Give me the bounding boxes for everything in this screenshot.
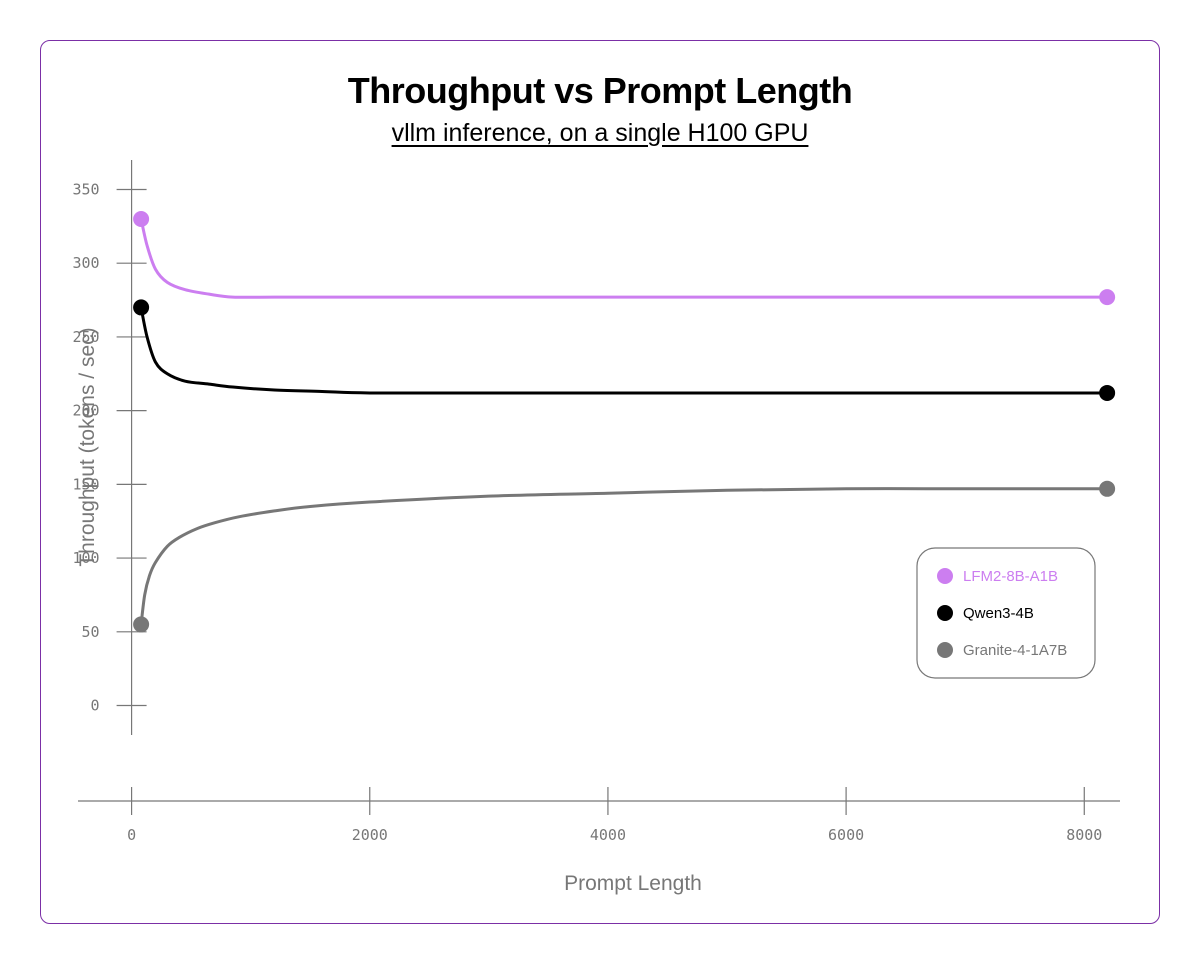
y-tick-label-300: 300 [72, 254, 99, 272]
series-end-point-granite-4-1a7b [1099, 480, 1116, 497]
legend-label-granite-4-1a7b: Granite-4-1A7B [963, 642, 1067, 659]
y-tick-label-200: 200 [72, 402, 99, 420]
y-tick-label-150: 150 [72, 475, 99, 493]
series-end-point-lfm2-8b-a1b [1099, 289, 1116, 306]
x-tick-label-0: 0 [127, 826, 136, 844]
x-tick-label-2000: 2000 [352, 826, 388, 844]
chart-subtitle: vllm inference, on a single H100 GPU [391, 119, 809, 147]
legend-swatch-qwen3-4b [937, 605, 953, 621]
legend-swatch-granite-4-1a7b [937, 642, 953, 658]
series-line-qwen3-4b [139, 305, 1109, 395]
y-tick-label-50: 50 [82, 623, 100, 641]
legend-label-lfm2-8b-a1b: LFM2-8B-A1B [963, 568, 1058, 585]
series-start-point-qwen3-4b [133, 299, 150, 316]
series-line-lfm2-8b-a1b [139, 217, 1109, 299]
series-line-granite-4-1a7b [139, 487, 1109, 626]
x-tick-label-6000: 6000 [828, 826, 864, 844]
x-tick-label-4000: 4000 [590, 826, 626, 844]
y-tick-label-350: 350 [72, 180, 99, 198]
y-tick-label-250: 250 [72, 328, 99, 346]
y-tick-label-0: 0 [91, 697, 100, 715]
series-start-point-lfm2-8b-a1b [133, 210, 150, 227]
chart-title: Throughput vs Prompt Length [347, 70, 853, 111]
legend-label-qwen3-4b: Qwen3-4B [963, 605, 1034, 622]
y-tick-label-100: 100 [72, 549, 99, 567]
legend-box [916, 547, 1096, 679]
y-axis-label: Throughput (tokens / sec) [76, 327, 99, 566]
x-axis-label: Prompt Length [564, 872, 702, 895]
series-start-point-granite-4-1a7b [133, 616, 150, 633]
x-tick-label-8000: 8000 [1066, 826, 1102, 844]
chart-frame [40, 40, 1160, 924]
series-end-point-qwen3-4b [1099, 384, 1116, 401]
legend-swatch-lfm2-8b-a1b [937, 568, 953, 584]
